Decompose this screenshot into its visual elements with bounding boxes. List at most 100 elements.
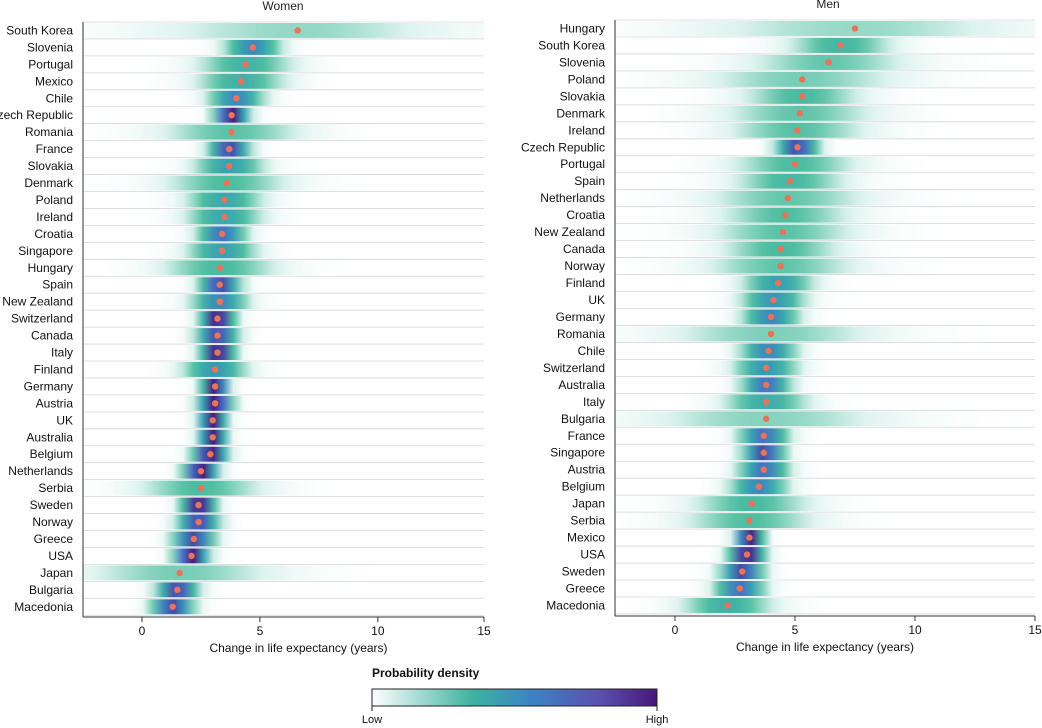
women-density-band-macedonia (83, 599, 484, 615)
men-country-label: France (568, 429, 606, 443)
women-density-band-denmark (83, 175, 484, 191)
men-country-label: Italy (583, 395, 605, 409)
men-country-label: Croatia (566, 208, 605, 222)
women-density-band-austria (83, 395, 484, 411)
legend-colorbar (371, 688, 658, 707)
men-median-point (767, 313, 775, 321)
men-country-label: Bulgaria (561, 412, 605, 426)
men-density-band-greece (615, 581, 1035, 596)
men-country-label: Netherlands (540, 191, 605, 205)
women-median-point (169, 603, 176, 610)
men-density-band-bulgaria (615, 411, 1035, 427)
men-country-label: Switzerland (543, 361, 605, 375)
men-median-point (760, 449, 767, 456)
women-country-label: Macedonia (14, 600, 73, 614)
women-median-point (211, 400, 219, 407)
men-density-band-ireland (615, 122, 1035, 138)
women-panel-title: Women (262, 0, 303, 13)
women-median-point (190, 535, 198, 543)
men-density-band-poland (615, 71, 1035, 87)
men-country-label: Ireland (568, 123, 605, 137)
men-median-point (763, 398, 770, 406)
men-country-label: Serbia (570, 514, 605, 528)
men-country-label: UK (588, 293, 605, 307)
men-median-point (777, 262, 784, 270)
men-density-band-france (615, 428, 1035, 444)
men-x-tick-label: 5 (792, 623, 799, 637)
women-density-band-croatia (83, 226, 484, 242)
women-density-band-poland (83, 192, 484, 208)
women-median-point (233, 95, 240, 102)
men-density-band-portugal (615, 156, 1035, 172)
women-panel: Women South Korea Slovenia Portugal Mexico Ch… (0, 0, 491, 655)
men-country-label: Singapore (550, 446, 605, 460)
men-x-tick-label: 10 (908, 623, 922, 637)
women-country-label: Finland (34, 362, 73, 376)
men-x-axis-label: Change in life expectancy (years) (736, 640, 914, 654)
women-median-point (197, 484, 205, 492)
women-median-point (223, 179, 231, 187)
men-country-label: New Zealand (534, 225, 605, 239)
women-country-label: New Zealand (2, 295, 73, 309)
women-country-label: Poland (36, 193, 73, 207)
women-country-label: Norway (32, 515, 73, 529)
women-country-label: Spain (42, 278, 73, 292)
women-median-point (294, 27, 301, 34)
women-x-tick-label: 10 (371, 624, 385, 638)
women-density-band-ireland (83, 209, 484, 225)
men-density-band-norway (615, 258, 1035, 274)
legend-high-label: High (646, 714, 669, 726)
women-country-label: Canada (31, 329, 73, 343)
women-x-axis-label: Change in life expectancy (years) (209, 641, 387, 655)
women-country-label: Chile (46, 91, 74, 105)
men-country-label: Norway (564, 259, 605, 273)
women-country-label: Australia (26, 430, 73, 444)
women-density-band-slovenia (83, 39, 484, 55)
men-median-point (739, 568, 746, 575)
men-density-band-switzerland (615, 360, 1035, 376)
men-median-point (782, 211, 789, 219)
women-country-label: Croatia (34, 227, 73, 241)
women-density-band-portugal (83, 56, 484, 72)
men-density-band-usa (615, 547, 1035, 563)
men-density-band-uk (615, 292, 1035, 308)
men-panel-title: Men (816, 0, 839, 11)
women-country-label: Bulgaria (29, 583, 73, 597)
men-country-label: Portugal (560, 157, 605, 171)
men-density-band-canada (615, 241, 1035, 257)
men-median-point (796, 110, 803, 117)
men-median-point (736, 585, 743, 592)
women-density-band-spain (83, 277, 484, 293)
women-density-band-usa (83, 548, 484, 564)
men-density-band-sweden (615, 564, 1035, 580)
men-density-band-romania (615, 326, 1035, 342)
women-median-point (195, 501, 202, 509)
women-x-tick-label: 5 (257, 624, 264, 638)
women-median-point (237, 78, 245, 85)
men-median-point (767, 330, 775, 338)
women-median-point (218, 230, 226, 238)
men-median-point (748, 500, 755, 507)
women-median-point (249, 44, 257, 51)
men-density-band-finland (615, 275, 1035, 291)
men-median-point (755, 483, 763, 490)
men-density-band-mexico (615, 530, 1035, 546)
men-density-band-austria (615, 462, 1035, 478)
men-country-label: Canada (563, 242, 605, 256)
men-country-label: Germany (556, 310, 605, 324)
women-country-label: Belgium (30, 447, 73, 461)
legend-title: Probability density (372, 666, 480, 680)
women-median-point (218, 247, 226, 255)
men-country-label: Macedonia (546, 598, 605, 612)
men-x-tick-label: 15 (1028, 623, 1042, 637)
men-median-point (746, 534, 753, 541)
men-density-band-macedonia (615, 597, 1035, 613)
men-country-label: Mexico (567, 531, 605, 545)
men-country-label: Slovakia (560, 89, 606, 103)
men-median-point (765, 347, 772, 355)
men-density-band-japan (615, 496, 1035, 512)
men-median-point (770, 296, 777, 304)
women-median-point (216, 281, 224, 288)
women-median-point (214, 332, 221, 339)
